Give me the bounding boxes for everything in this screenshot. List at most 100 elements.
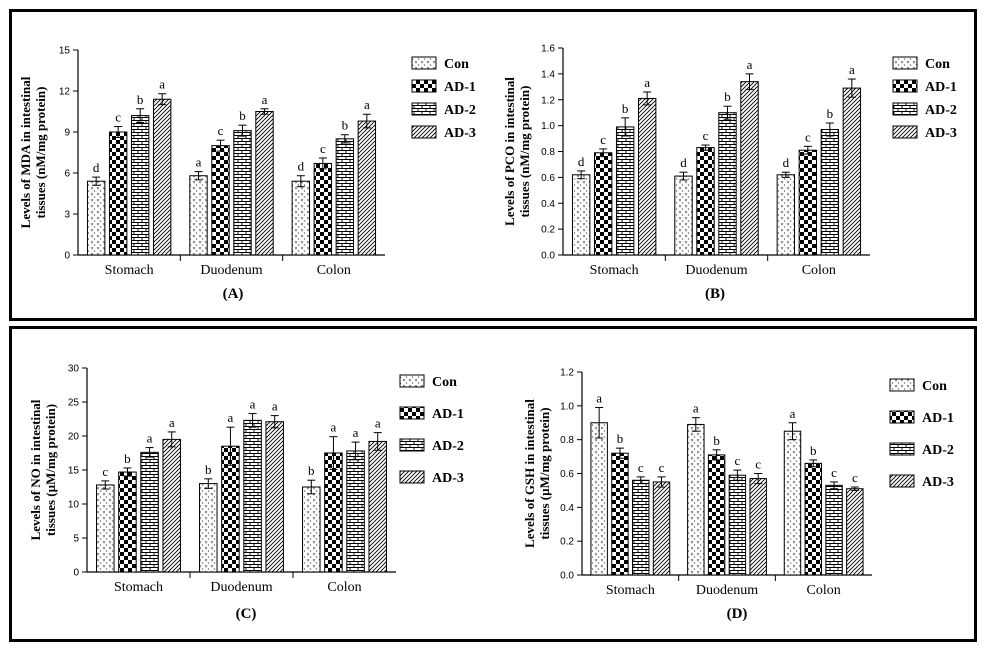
significance-letter: a bbox=[364, 97, 370, 112]
x-tick-label: Duodenum bbox=[696, 583, 758, 598]
bar bbox=[590, 422, 608, 576]
y-tick-label: 0.6 bbox=[541, 173, 555, 184]
significance-letter: b bbox=[713, 433, 720, 448]
significance-letter: c bbox=[755, 457, 761, 472]
bar bbox=[687, 423, 705, 576]
significance-letter: c bbox=[102, 464, 108, 479]
legend-swatch bbox=[892, 102, 918, 116]
y-tick-label: 30 bbox=[68, 364, 80, 375]
y-axis-label-line: tissues (nM/mg protein) bbox=[517, 86, 532, 218]
significance-letter: a bbox=[250, 397, 256, 412]
y-tick-label: 15 bbox=[59, 46, 71, 57]
legend-swatch bbox=[889, 474, 915, 488]
x-tick-label: Stomach bbox=[105, 263, 154, 278]
y-tick-label: 20 bbox=[68, 432, 80, 443]
y-axis-label: Levels of PCO in intestinaltissues (nM/m… bbox=[502, 77, 532, 226]
bar bbox=[346, 450, 365, 573]
y-tick-label: 15 bbox=[68, 466, 80, 477]
legend-swatch bbox=[411, 125, 437, 139]
y-tick-label: 0.2 bbox=[560, 537, 574, 548]
y-tick-label: 0.6 bbox=[560, 469, 574, 480]
significance-letter: c bbox=[805, 129, 811, 144]
bar bbox=[804, 462, 822, 576]
bar bbox=[820, 129, 840, 256]
legend-swatch bbox=[411, 56, 437, 70]
y-axis-label-line: tissues (nM/mg protein) bbox=[33, 87, 48, 219]
y-tick-label: 0.0 bbox=[541, 251, 555, 262]
significance-letter: a bbox=[262, 92, 268, 107]
legend-label: AD-1 bbox=[432, 407, 464, 422]
bar bbox=[740, 81, 759, 256]
significance-letter: c bbox=[735, 453, 741, 468]
legend-swatch bbox=[411, 79, 437, 93]
y-axis-label-line: tissues (µM/mg protein) bbox=[43, 404, 58, 536]
bar bbox=[674, 175, 693, 256]
significance-letter: d bbox=[578, 154, 585, 169]
bar bbox=[96, 484, 115, 573]
bar bbox=[718, 112, 737, 256]
significance-letter: a bbox=[790, 406, 796, 421]
chart-panel-3: 0 5 10 15 20 25 30 Levels of NO in intestinalti… bbox=[28, 364, 464, 623]
x-tick-label: Colon bbox=[327, 580, 361, 595]
x-tick-label: Colon bbox=[317, 263, 351, 278]
bar bbox=[86, 180, 106, 256]
y-tick-label: 9 bbox=[64, 128, 70, 139]
y-tick-label: 1.4 bbox=[541, 69, 555, 80]
legend-label: AD-3 bbox=[432, 471, 464, 486]
panel-label: (D) bbox=[727, 606, 748, 622]
bar bbox=[324, 452, 343, 573]
legend-swatch bbox=[892, 56, 918, 70]
significance-letter: a bbox=[147, 431, 153, 446]
chart-panel-4: 0.0 0.2 0.4 0.6 0.8 1.0 1.2 Levels of GSH in in… bbox=[522, 368, 954, 623]
y-axis-label-line: tissues (µM/mg protein) bbox=[537, 407, 552, 539]
significance-letter: c bbox=[831, 465, 837, 480]
bar bbox=[152, 98, 172, 256]
bar bbox=[302, 486, 321, 573]
y-axis-label: Levels of GSH in intestinaltissues (µM/m… bbox=[522, 399, 552, 548]
chart-panel-1: 0 3 6 9 12 15 Levels of MDA in intestinaltissu… bbox=[18, 46, 476, 303]
y-tick-label: 0.2 bbox=[541, 225, 555, 236]
x-tick-label: Colon bbox=[807, 583, 841, 598]
significance-letter: c bbox=[600, 132, 606, 147]
x-tick-label: Duodenum bbox=[685, 263, 747, 278]
legend-swatch bbox=[889, 378, 915, 392]
significance-letter: b bbox=[827, 106, 834, 121]
bar bbox=[211, 145, 230, 256]
bar bbox=[728, 474, 747, 576]
significance-letter: c bbox=[638, 460, 644, 475]
legend-label: AD-3 bbox=[925, 126, 957, 141]
significance-letter: b bbox=[622, 101, 629, 116]
significance-letter: b bbox=[205, 462, 212, 477]
legend-swatch bbox=[892, 125, 918, 139]
bar bbox=[140, 451, 159, 573]
y-axis-label-line: Levels of GSH in intestinal bbox=[522, 399, 537, 548]
legend-swatch bbox=[892, 79, 918, 93]
legend-label: AD-2 bbox=[444, 103, 476, 118]
significance-letter: a bbox=[159, 77, 165, 92]
x-tick-label: Duodenum bbox=[200, 263, 262, 278]
bar bbox=[632, 479, 650, 576]
bar bbox=[776, 174, 796, 256]
x-tick-label: Stomach bbox=[606, 583, 655, 598]
significance-letter: a bbox=[693, 401, 699, 416]
bar bbox=[571, 174, 591, 256]
bar bbox=[783, 430, 802, 576]
y-axis-label: Levels of MDA in intestinaltissues (nM/m… bbox=[18, 76, 48, 228]
bottom-panel-frame bbox=[9, 326, 977, 642]
significance-letter: c bbox=[320, 141, 326, 156]
legend-label: Con bbox=[444, 57, 469, 72]
legend-swatch bbox=[411, 102, 437, 116]
significance-letter: d bbox=[680, 155, 687, 170]
significance-letter: c bbox=[115, 110, 121, 125]
legend-swatch bbox=[399, 374, 425, 388]
legend-swatch bbox=[889, 442, 915, 456]
significance-letter: d bbox=[783, 155, 790, 170]
significance-letter: d bbox=[93, 160, 100, 175]
bar bbox=[846, 488, 864, 576]
y-tick-label: 0 bbox=[64, 251, 70, 262]
significance-letter: c bbox=[852, 470, 858, 485]
legend-label: AD-2 bbox=[925, 103, 957, 118]
significance-letter: a bbox=[228, 410, 234, 425]
legend-swatch bbox=[399, 470, 425, 484]
significance-letter: b bbox=[137, 92, 144, 107]
